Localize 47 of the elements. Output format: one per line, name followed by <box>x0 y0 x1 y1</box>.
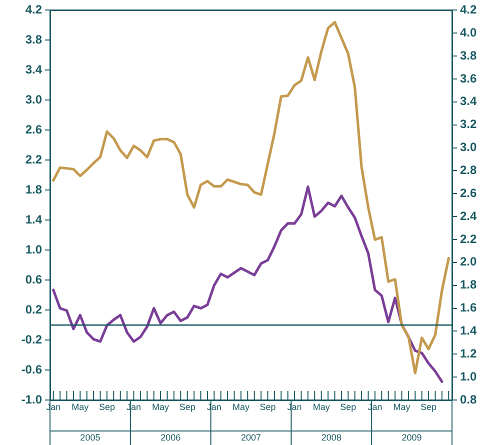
y-tick-label: 3.0 <box>25 92 42 106</box>
y-tick-label: 3.4 <box>25 62 42 76</box>
y-tick-label: 4.2 <box>25 2 42 17</box>
text: 2009 <box>402 432 422 442</box>
y2-tick-label: 1.8 <box>460 278 478 292</box>
y2-tick-label: 1.0 <box>460 369 478 384</box>
text: 2008 <box>321 432 342 442</box>
y2-tick-label: 3.6 <box>460 71 478 86</box>
y-tick-label: 0.2 <box>25 302 42 316</box>
x-tick-label: May <box>72 402 90 412</box>
x-tick-label: Sep <box>420 402 437 412</box>
y2-tick-label: 3.4 <box>460 94 478 108</box>
y2-tick-label: 3.2 <box>460 117 478 132</box>
y2-tick-label: 1.2 <box>460 346 478 360</box>
x-tick-label: May <box>232 402 250 412</box>
y-tick-label: 1.4 <box>25 212 42 226</box>
y2-tick-label: 3.8 <box>460 48 478 62</box>
y-tick-label: -1.0 <box>21 392 42 406</box>
y2-tick-label: 3.0 <box>460 140 478 154</box>
y-tick-label: 1.0 <box>25 242 42 256</box>
y2-tick-label: 2.2 <box>460 232 478 246</box>
text: 2006 <box>160 432 181 442</box>
y2-tick-label: 2.4 <box>460 208 478 223</box>
y2-tick-label: 4.2 <box>460 2 478 17</box>
text: 2005 <box>80 432 100 442</box>
y-tick-label: 2.6 <box>25 122 42 136</box>
x-tick-label: May <box>393 402 411 412</box>
y-tick-label: 3.8 <box>25 32 42 46</box>
x-tick-label: Sep <box>260 402 276 412</box>
x-tick-label: May <box>152 402 170 412</box>
y-tick-label: 1.8 <box>25 182 42 196</box>
y2-tick-label: 2.8 <box>460 163 478 178</box>
text: 2007 <box>240 432 262 442</box>
y2-tick-label: 1.4 <box>460 324 478 338</box>
y-tick-label: -0.6 <box>21 362 42 376</box>
y2-tick-label: 2.6 <box>460 186 478 200</box>
x-tick-label: May <box>312 402 330 412</box>
y2-tick-label: 4.0 <box>460 25 478 40</box>
y-tick-label: 0.6 <box>25 272 42 286</box>
x-tick-label: Sep <box>98 402 115 412</box>
x-tick-label: Sep <box>340 402 356 412</box>
y-tick-label: -0.2 <box>21 332 42 346</box>
y-tick-label: 2.2 <box>25 152 42 166</box>
y2-tick-label: 2.0 <box>460 254 478 269</box>
y2-tick-label: 0.8 <box>460 392 478 406</box>
x-tick-label: Sep <box>179 402 196 412</box>
y2-tick-label: 1.6 <box>460 300 478 315</box>
